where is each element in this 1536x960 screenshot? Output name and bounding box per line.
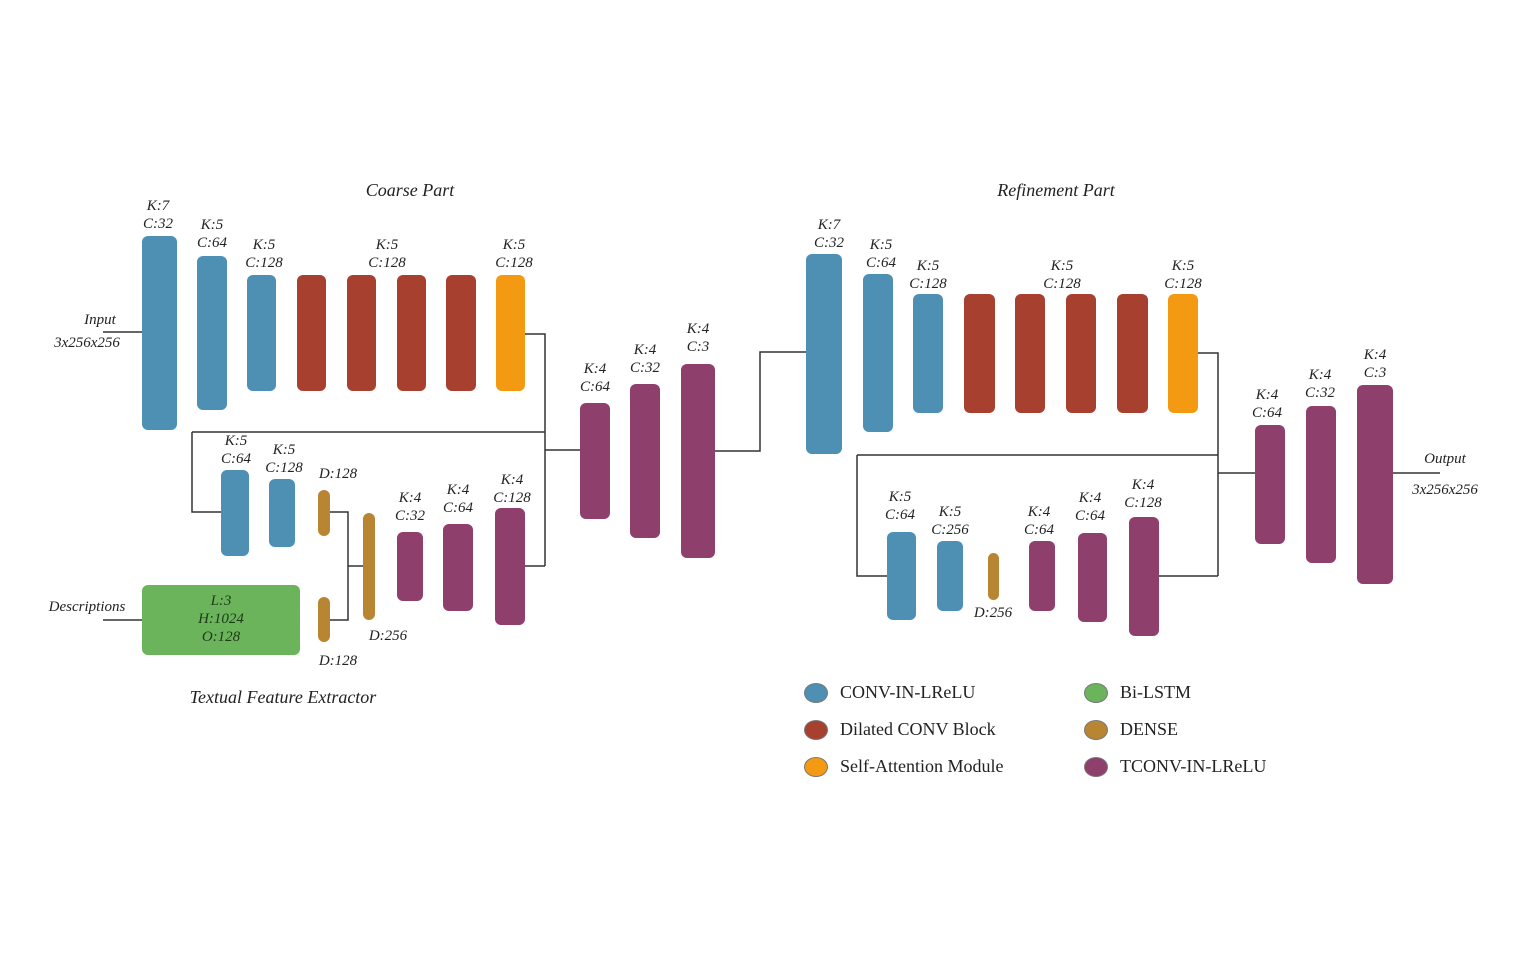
layer-label: K:4 C:32 <box>1305 367 1335 401</box>
layer-label: K:4 C:3 <box>686 321 710 355</box>
dilated-conv-block <box>1015 294 1045 413</box>
conv-block <box>887 532 916 620</box>
layer-label: K:5 C:128 <box>265 442 303 476</box>
legend-label: TCONV-IN-LReLU <box>1120 756 1267 776</box>
tconv-block <box>1078 533 1107 622</box>
legend-item: CONV-IN-LReLU <box>804 682 975 703</box>
self-attention-block <box>1168 294 1198 413</box>
layer-label: K:5 C:128 <box>495 237 533 271</box>
conv-block <box>247 275 276 391</box>
layer-label: K:4 C:32 <box>395 490 425 524</box>
dense-block <box>318 490 330 536</box>
layer-label: K:5 C:128 <box>1164 258 1202 292</box>
layer-label: K:5 C:64 <box>197 217 227 251</box>
bi-lstm-block <box>142 585 300 655</box>
legend-swatch <box>804 682 828 703</box>
layer-label: K:5 C:128 <box>368 237 406 271</box>
legend-label: CONV-IN-LReLU <box>840 682 976 702</box>
legend-swatch <box>804 756 828 777</box>
tconv-block <box>580 403 610 519</box>
layer-label: K:7 C:32 <box>814 217 844 251</box>
tconv-block <box>630 384 660 538</box>
conv-block <box>142 236 177 430</box>
layer-label: K:7 C:32 <box>143 198 173 232</box>
dilated-conv-block <box>1117 294 1148 413</box>
refinement-part-title: Refinement Part <box>997 180 1115 200</box>
conv-block <box>806 254 842 454</box>
conv-block <box>937 541 963 611</box>
legend-swatch <box>1084 682 1108 703</box>
tconv-block <box>1029 541 1055 611</box>
tconv-block <box>495 508 525 625</box>
dense-block <box>363 513 375 620</box>
tconv-block <box>681 364 715 558</box>
conv-block <box>913 294 943 413</box>
layer-label: K:4 C:3 <box>1363 347 1387 381</box>
tconv-block <box>443 524 473 611</box>
legend-swatch <box>1084 756 1108 777</box>
tconv-block <box>1255 425 1285 544</box>
legend-swatch <box>804 719 828 740</box>
textual-extractor-title: Textual Feature Extractor <box>189 687 377 707</box>
layer-label: K:4 C:128 <box>493 472 531 506</box>
conv-block <box>221 470 249 556</box>
tconv-block <box>397 532 423 601</box>
legend-label: Dilated CONV Block <box>840 719 996 739</box>
layer-label: K:4 C:32 <box>630 342 660 376</box>
layer-label: K:4 C:64 <box>580 361 610 395</box>
layer-label: K:5 C:128 <box>1043 258 1081 292</box>
legend-label: Self-Attention Module <box>840 756 1004 776</box>
layer-label: K:4 C:128 <box>1124 477 1162 511</box>
output-dim: 3x256x256 <box>1412 482 1478 498</box>
dense-label: D:128 <box>318 466 358 482</box>
layer-label: K:5 C:64 <box>866 237 896 271</box>
tconv-block <box>1306 406 1336 563</box>
descriptions-label: Descriptions <box>48 599 126 615</box>
tconv-block <box>1357 385 1393 584</box>
dense-label: D:256 <box>368 628 408 644</box>
dense-block <box>988 553 999 600</box>
dense-label: D:128 <box>318 653 358 669</box>
layer-label: K:5 C:64 <box>221 433 251 467</box>
dilated-conv-block <box>297 275 326 391</box>
legend-swatch <box>1084 719 1108 740</box>
dense-block <box>318 597 330 642</box>
lstm-label: L:3 H:1024 O:128 <box>198 593 244 645</box>
conv-block <box>269 479 295 547</box>
layer-label: K:5 C:256 <box>931 504 969 538</box>
coarse-part-title: Coarse Part <box>365 180 455 200</box>
layer-label: K:5 C:128 <box>245 237 283 271</box>
layer-label: K:4 C:64 <box>1252 387 1282 421</box>
input-label: Input <box>84 312 116 328</box>
legend-item: Dilated CONV Block <box>804 719 996 740</box>
legend-item: Bi-LSTM <box>1084 682 1191 703</box>
layer-label: K:4 C:64 <box>1075 490 1105 524</box>
dilated-conv-block <box>347 275 376 391</box>
layer-label: K:5 C:64 <box>885 489 915 523</box>
legend-label: Bi-LSTM <box>1120 682 1192 702</box>
dilated-conv-block <box>1066 294 1096 413</box>
legend-label: DENSE <box>1120 719 1178 739</box>
layer-label: K:4 C:64 <box>1024 504 1054 538</box>
layer-label: K:5 C:128 <box>909 258 947 292</box>
legend-item: Self-Attention Module <box>804 756 1003 777</box>
conv-block <box>863 274 893 432</box>
self-attention-block <box>496 275 525 391</box>
legend-item: DENSE <box>1084 719 1178 740</box>
tconv-block <box>1129 517 1159 636</box>
layer-label: K:4 C:64 <box>443 482 473 516</box>
dilated-conv-block <box>964 294 995 413</box>
legend-item: TCONV-IN-LReLU <box>1084 756 1266 777</box>
dilated-conv-block <box>446 275 476 391</box>
input-dim: 3x256x256 <box>54 335 120 351</box>
output-label: Output <box>1424 451 1466 467</box>
dilated-conv-block <box>397 275 426 391</box>
dense-label: D:256 <box>973 605 1013 621</box>
conv-block <box>197 256 227 410</box>
